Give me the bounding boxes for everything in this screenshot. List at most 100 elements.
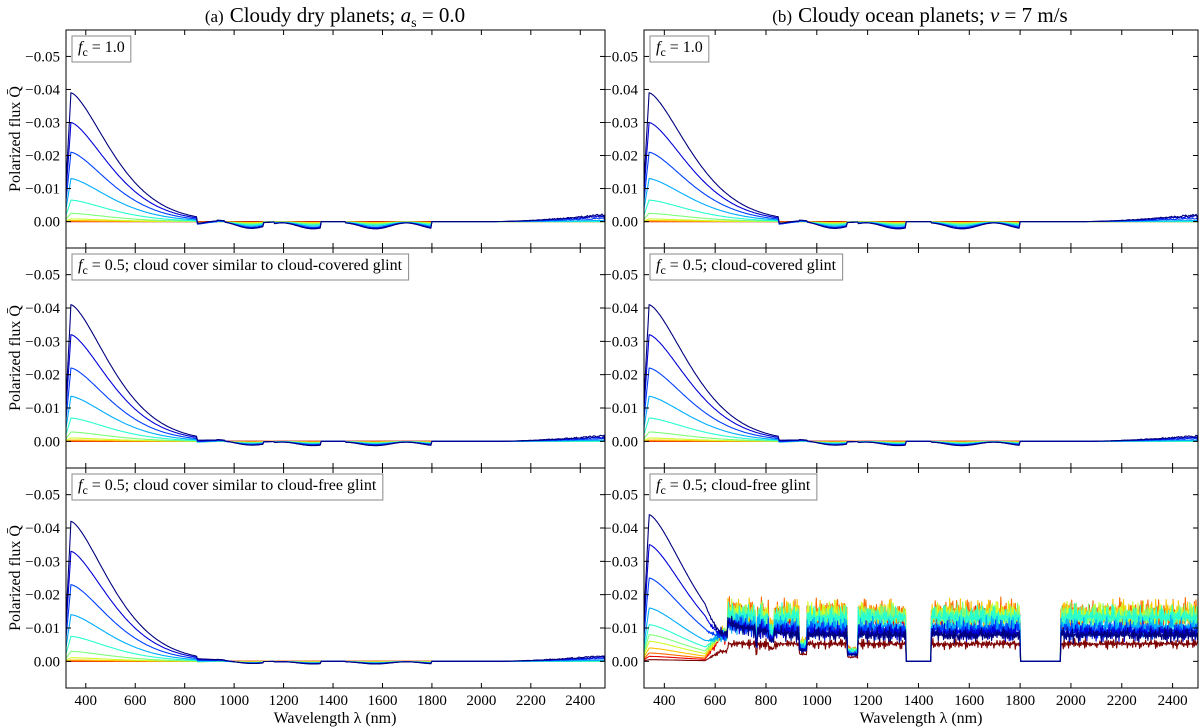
series-group-b2 [644, 304, 1198, 447]
xtick-label-a3-7: 1800 [417, 693, 447, 709]
column-title-a: (a) Cloudy dry planets; as = 0.0 [205, 3, 465, 31]
legend-b3: fc = 0.5; cloud-free glint [649, 473, 818, 501]
frame-b3 [643, 467, 1199, 689]
series-line-a3-0 [66, 520, 605, 665]
xlabel-b: Wavelength λ (nm) [860, 710, 983, 727]
legend-text-a3: fc = 0.5; cloud cover similar to cloud-f… [78, 477, 377, 497]
ylabel-a1: Polarized flux Q̄ [7, 86, 24, 192]
ytick-label-a1-1: −0.01 [25, 182, 60, 198]
series-line-b3-0 [644, 514, 1198, 662]
ytick-label-b2-2: −0.02 [603, 368, 638, 384]
series-line-a1-0 [66, 92, 605, 230]
ytick-label-a2-1: −0.01 [25, 401, 60, 417]
legend-box-a3 [71, 473, 384, 501]
ytick-label-a3-4: −0.04 [25, 521, 60, 537]
panel-a3: 0.00 −0.01 −0.02 −0.03 −0.04 −0.05 400 600 800 10… [25, 467, 606, 709]
xtick-label-a3-2: 800 [173, 693, 196, 709]
legend-a3: fc = 0.5; cloud cover similar to cloud-f… [71, 473, 384, 501]
frame-b2 [643, 247, 1199, 469]
ytick-label-b2-4: −0.04 [603, 301, 638, 317]
series-line-a2-1 [66, 334, 605, 446]
ytick-label-b1-3: −0.03 [603, 115, 638, 131]
ytick-label-a3-5: −0.05 [25, 488, 60, 504]
xtick-label-b3-6: 1600 [954, 693, 984, 709]
xtick-label-a3-10: 2400 [565, 693, 595, 709]
series-group-b3 [644, 514, 1198, 662]
xtick-label-a3-3: 1000 [219, 693, 249, 709]
ytick-label-a3-3: −0.03 [25, 554, 60, 570]
ytick-label-a1-5: −0.05 [25, 49, 60, 65]
legend-text-b3: fc = 0.5; cloud-free glint [656, 477, 811, 497]
xtick-label-b3-2: 800 [755, 693, 778, 709]
ytick-label-b1-1: −0.01 [603, 182, 638, 198]
series-line-b2-0 [644, 304, 1198, 447]
ytick-label-a3-2: −0.02 [25, 588, 60, 604]
ytick-label-a1-4: −0.04 [25, 82, 60, 98]
frame-a3 [65, 467, 606, 689]
xtick-label-a3-6: 1600 [367, 693, 397, 709]
series-line-b1-0 [644, 92, 1198, 230]
legend-a1: fc = 1.0 [71, 35, 132, 63]
ytick-label-a1-2: −0.02 [25, 149, 60, 165]
legend-box-b3 [649, 473, 818, 501]
ytick-label-b3-2: −0.02 [603, 588, 638, 604]
legend-box-b2 [649, 253, 844, 281]
series-line-a1-2 [66, 151, 605, 229]
panel-a1: 0.00 −0.01 −0.02 −0.03 −0.04 −0.05 fc = 1.0 [25, 29, 606, 249]
xtick-label-b3-7: 1800 [1005, 693, 1035, 709]
xtick-label-b3-5: 1400 [903, 693, 933, 709]
xtick-label-b3-9: 2200 [1107, 693, 1137, 709]
xtick-label-b3-1: 600 [704, 693, 727, 709]
legend-text-a1: fc = 1.0 [78, 39, 125, 59]
series-line-b2-1 [644, 334, 1198, 446]
ytick-label-a1-3: −0.03 [25, 115, 60, 131]
series-line-a1-3 [66, 178, 605, 227]
xtick-label-b3-0: 400 [653, 693, 676, 709]
ytick-label-b2-1: −0.01 [603, 401, 638, 417]
series-group-a1 [66, 92, 605, 230]
xtick-label-a3-0: 400 [75, 693, 98, 709]
panel-a2: 0.00 −0.01 −0.02 −0.03 −0.04 −0.05 fc = 0.5; c… [25, 247, 606, 469]
ytick-label-b1-0: 0.00 [612, 215, 638, 231]
series-line-b3-10 [644, 637, 1198, 662]
series-line-a3-1 [66, 550, 605, 665]
frame-b1 [643, 29, 1199, 249]
ytick-label-b3-3: −0.03 [603, 554, 638, 570]
xtick-label-b3-3: 1000 [802, 693, 832, 709]
series-group-b1 [644, 92, 1198, 230]
xtick-label-a3-8: 2000 [466, 693, 496, 709]
ytick-label-b3-4: −0.04 [603, 521, 638, 537]
ytick-label-a2-3: −0.03 [25, 334, 60, 350]
series-group-a2 [66, 304, 605, 447]
series-line-b1-5 [644, 212, 1198, 225]
ylabel-a3: Polarized flux Q̄ [7, 525, 24, 631]
xtick-label-b3-4: 1200 [853, 693, 883, 709]
ylabel-a2: Polarized flux Q̄ [7, 305, 24, 411]
ytick-label-a1-0: 0.00 [34, 215, 60, 231]
frame-a2 [65, 247, 606, 469]
xtick-label-a3-4: 1200 [269, 693, 299, 709]
xlabel-a: Wavelength λ (nm) [274, 710, 397, 727]
series-line-b2-2 [644, 367, 1198, 446]
ytick-label-b1-4: −0.04 [603, 82, 638, 98]
ytick-label-a2-5: −0.05 [25, 268, 60, 284]
series-line-a2-0 [66, 304, 605, 447]
ytick-label-b3-1: −0.01 [603, 621, 638, 637]
legend-b1: fc = 1.0 [649, 35, 710, 63]
ytick-label-b2-3: −0.03 [603, 334, 638, 350]
xtick-label-a3-5: 1400 [318, 693, 348, 709]
ytick-label-a3-1: −0.01 [25, 621, 60, 637]
legend-box-a1 [71, 35, 132, 63]
legend-text-b1: fc = 1.0 [656, 39, 703, 59]
legend-a2: fc = 0.5; cloud cover similar to cloud-c… [71, 253, 410, 281]
ytick-label-a2-0: 0.00 [34, 434, 60, 450]
column-title-b: (b) Cloudy ocean planets; v = 7 m/s [772, 3, 1067, 27]
legend-box-b1 [649, 35, 710, 63]
ytick-label-b1-5: −0.05 [603, 49, 638, 65]
ytick-label-b3-5: −0.05 [603, 488, 638, 504]
ytick-label-b3-0: 0.00 [612, 654, 638, 670]
xtick-label-b3-8: 2000 [1056, 693, 1086, 709]
panel-b2: 0.00 −0.01 −0.02 −0.03 −0.04 −0.05 fc = 0.5; c… [603, 247, 1199, 469]
ytick-label-a2-2: −0.02 [25, 368, 60, 384]
